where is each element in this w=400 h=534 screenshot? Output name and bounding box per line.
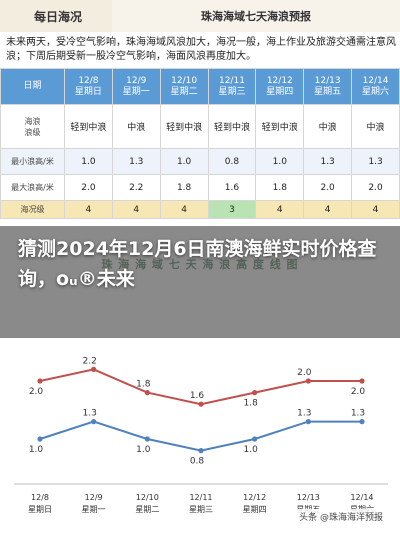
data-point xyxy=(198,401,204,407)
min-cell: 0.8 xyxy=(207,148,257,175)
wave-cell: 轻到中浪 xyxy=(255,104,305,149)
date-cell: 12/10 星期二 xyxy=(159,68,209,105)
max-cell: 2.0 xyxy=(64,174,113,201)
max-cell: 1.8 xyxy=(159,174,209,201)
data-point xyxy=(91,419,97,425)
wave-cell: 轻到中浪 xyxy=(64,104,113,149)
data-label: 1.0 xyxy=(29,445,44,455)
min-cell: 1.3 xyxy=(351,148,400,175)
table-row-level: 海况级 4 4 4 3 4 4 4 xyxy=(0,200,400,219)
level-cell: 4 xyxy=(64,200,113,219)
table-row-max: 最大浪高/米 2.0 2.2 1.8 1.6 1.8 2.0 2.0 xyxy=(0,174,400,201)
article-headline[interactable]: 猜测2024年12月6日南澳海鲜实时价格查询，oᵤ®未来 xyxy=(18,238,377,290)
min-cell: 1.3 xyxy=(111,148,161,175)
date-cell: 12/8 星期日 xyxy=(64,68,113,105)
forecast-notice: 未来两天，受冷空气影响，珠海海域风浪加大，海况一般，海上作业及旅游交通需注意风浪… xyxy=(6,37,396,62)
x-tick-label: 12/8 xyxy=(31,493,49,502)
level-cell: 4 xyxy=(111,200,161,219)
data-point xyxy=(359,419,365,425)
level-cell: 4 xyxy=(303,200,353,219)
data-point xyxy=(252,390,258,396)
x-tick-weekday: 星期二 xyxy=(135,505,159,514)
min-cell: 1.0 xyxy=(255,148,305,175)
wave-cell: 中浪 xyxy=(351,104,400,149)
data-point xyxy=(91,366,97,372)
max-cell: 2.2 xyxy=(111,174,161,201)
data-point xyxy=(37,378,43,384)
max-cell: 1.8 xyxy=(255,174,305,201)
date-cell: 12/13 星期五 xyxy=(303,68,353,105)
daily-sea-title: 每日海况 xyxy=(0,0,112,32)
wave-cell: 轻到中浪 xyxy=(159,104,209,149)
x-tick-weekday: 星期一 xyxy=(82,505,106,514)
max-cell: 2.0 xyxy=(303,174,353,201)
source-watermark: 头条 @珠海海洋预报 xyxy=(296,509,386,524)
x-tick-label: 12/12 xyxy=(243,493,266,502)
data-label: 1.0 xyxy=(136,445,151,455)
date-cell: 12/11 星期三 xyxy=(207,68,257,105)
wave-label: 海浪 浪级 xyxy=(0,104,65,149)
headline-overlay xyxy=(0,226,400,338)
page-header: 每日海况 珠海海域七天海浪预报 xyxy=(0,0,400,32)
data-point xyxy=(305,419,311,425)
data-point xyxy=(37,436,43,442)
chart-band-title: 珠 海 海 域 七 天 海 浪 高 度 线 图 xyxy=(101,258,299,271)
date-label: 日期 xyxy=(0,68,65,105)
date-cell: 12/14 星期六 xyxy=(351,68,400,105)
date-cell: 12/9 星期一 xyxy=(111,68,161,105)
max-label: 最大浪高/米 xyxy=(0,174,65,201)
x-tick-label: 12/9 xyxy=(85,493,103,502)
date-cell: 12/12 星期四 xyxy=(255,68,305,105)
data-label: 1.3 xyxy=(351,409,365,419)
data-label: 1.8 xyxy=(136,380,151,390)
min-cell: 1.0 xyxy=(159,148,209,175)
data-point xyxy=(144,436,150,442)
level-cell: 4 xyxy=(351,200,400,219)
x-tick-weekday: 星期三 xyxy=(189,505,213,514)
data-point xyxy=(198,448,204,454)
data-point xyxy=(359,378,365,384)
table-row-dates: 日期 12/8 星期日 12/9 星期一 12/10 星期二 12/11 星期三 12/… xyxy=(0,68,400,105)
table-row-min: 最小浪高/米 1.0 1.3 1.0 0.8 1.0 1.3 1.3 xyxy=(0,148,400,175)
data-label: 2.0 xyxy=(351,387,366,397)
level-label: 海况级 xyxy=(0,200,65,219)
wave-cell: 中浪 xyxy=(111,104,161,149)
wave-cell: 中浪 xyxy=(303,104,353,149)
x-tick-label: 12/14 xyxy=(350,493,373,502)
x-tick-label: 12/10 xyxy=(136,493,159,502)
series-line xyxy=(39,420,362,452)
max-cell: 1.6 xyxy=(207,174,257,201)
min-cell: 1.3 xyxy=(303,148,353,175)
forecast-title: 珠海海域七天海浪预报 xyxy=(112,0,400,32)
x-tick-weekday: 星期日 xyxy=(28,505,52,514)
data-point xyxy=(144,390,150,396)
level-cell: 4 xyxy=(159,200,209,219)
forecast-table: 日期 12/8 星期日 12/9 星期一 12/10 星期二 12/11 星期三 12/… xyxy=(0,68,400,219)
data-label: 1.6 xyxy=(190,391,205,401)
level-cell: 3 xyxy=(207,200,257,219)
table-row-wave: 海浪 浪级 轻到中浪 中浪 轻到中浪 轻到中浪 轻到中浪 中浪 中浪 xyxy=(0,104,400,149)
data-label: 1.0 xyxy=(244,445,259,455)
data-label: 0.8 xyxy=(190,457,205,467)
data-label: 2.0 xyxy=(29,387,44,397)
min-label: 最小浪高/米 xyxy=(0,148,65,175)
max-cell: 2.0 xyxy=(351,174,400,201)
data-label: 2.2 xyxy=(83,356,97,366)
min-cell: 1.0 xyxy=(64,148,113,175)
data-point xyxy=(252,436,258,442)
x-tick-label: 12/11 xyxy=(189,493,212,502)
level-cell: 4 xyxy=(255,200,305,219)
data-label: 2.0 xyxy=(297,368,312,378)
wave-height-line-chart: 2.0 2.2 1.8 1.6 1.8 2.0 2.0 1.0 1.3 1.0 0.8 1.0 1.3 1… xyxy=(14,356,388,514)
data-point xyxy=(305,378,311,384)
x-tick-weekday: 星期四 xyxy=(243,505,267,514)
data-label: 1.3 xyxy=(297,409,311,419)
wave-cell: 轻到中浪 xyxy=(207,104,257,149)
data-label: 1.3 xyxy=(83,409,97,419)
data-label: 1.8 xyxy=(244,399,259,409)
x-tick-label: 12/13 xyxy=(297,493,320,502)
